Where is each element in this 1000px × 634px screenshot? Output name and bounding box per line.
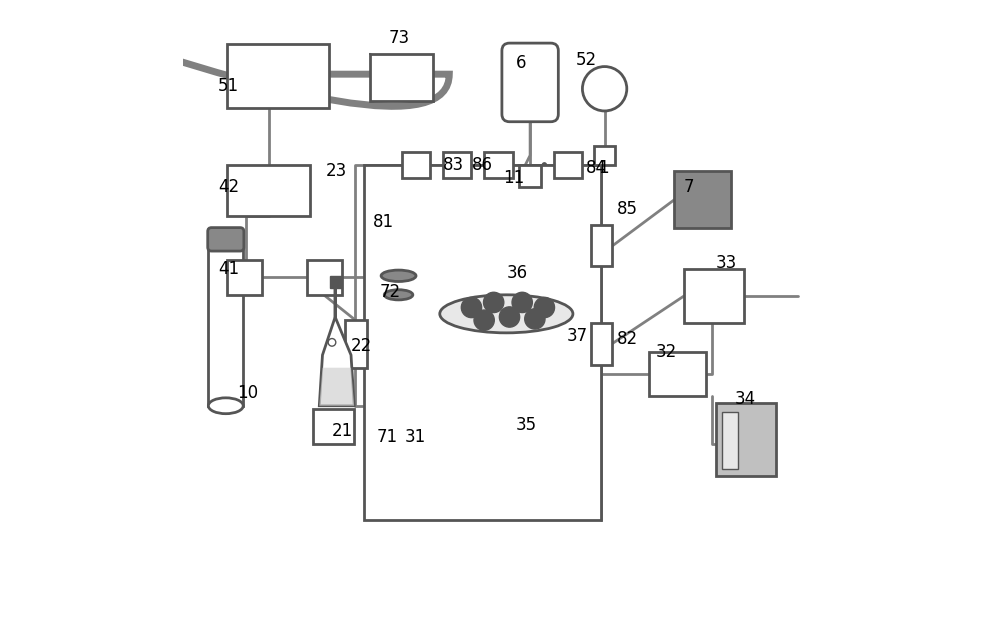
Text: 36: 36	[506, 264, 527, 281]
Text: 82: 82	[617, 330, 638, 348]
Text: 22: 22	[351, 337, 372, 354]
FancyBboxPatch shape	[402, 152, 430, 178]
Circle shape	[582, 67, 627, 111]
Circle shape	[525, 309, 545, 329]
Text: 7: 7	[684, 178, 694, 196]
Text: 83: 83	[443, 156, 464, 174]
Text: 71: 71	[376, 429, 397, 446]
Text: 33: 33	[716, 254, 737, 272]
Ellipse shape	[440, 295, 573, 333]
FancyBboxPatch shape	[484, 152, 513, 178]
FancyBboxPatch shape	[227, 44, 329, 108]
FancyBboxPatch shape	[370, 54, 433, 101]
FancyBboxPatch shape	[674, 171, 731, 228]
FancyBboxPatch shape	[443, 152, 471, 178]
FancyBboxPatch shape	[519, 165, 541, 187]
Circle shape	[512, 292, 532, 313]
Bar	[208, 247, 243, 406]
Text: 11: 11	[503, 169, 524, 186]
FancyBboxPatch shape	[313, 409, 354, 444]
FancyBboxPatch shape	[684, 269, 744, 323]
Text: 72: 72	[380, 283, 401, 301]
Circle shape	[474, 310, 494, 330]
FancyBboxPatch shape	[554, 152, 582, 178]
Circle shape	[534, 297, 555, 318]
Text: 23: 23	[326, 162, 347, 180]
FancyBboxPatch shape	[722, 412, 738, 469]
FancyBboxPatch shape	[364, 165, 601, 520]
Text: 37: 37	[567, 327, 588, 345]
Polygon shape	[319, 368, 354, 406]
Text: 1: 1	[598, 159, 609, 177]
Text: 81: 81	[373, 213, 394, 231]
FancyBboxPatch shape	[502, 43, 558, 122]
Circle shape	[461, 297, 482, 318]
Bar	[330, 276, 341, 288]
Ellipse shape	[384, 290, 413, 300]
Text: 35: 35	[516, 416, 537, 434]
FancyBboxPatch shape	[208, 228, 244, 251]
Text: 6: 6	[516, 55, 526, 72]
Text: 51: 51	[218, 77, 239, 94]
Ellipse shape	[381, 270, 416, 281]
Circle shape	[484, 292, 504, 313]
Circle shape	[499, 307, 520, 327]
Text: 86: 86	[471, 156, 492, 174]
FancyBboxPatch shape	[307, 260, 342, 295]
Ellipse shape	[440, 307, 573, 371]
Text: 21: 21	[332, 422, 353, 440]
Text: 42: 42	[218, 178, 239, 196]
Text: 32: 32	[655, 343, 677, 361]
Text: 52: 52	[576, 51, 597, 69]
FancyBboxPatch shape	[649, 352, 706, 396]
Text: 73: 73	[389, 29, 410, 47]
Text: 85: 85	[617, 200, 638, 218]
FancyBboxPatch shape	[345, 320, 367, 368]
FancyBboxPatch shape	[591, 323, 612, 365]
FancyBboxPatch shape	[227, 165, 310, 216]
Text: 31: 31	[405, 429, 426, 446]
Text: 34: 34	[735, 391, 756, 408]
FancyBboxPatch shape	[591, 225, 612, 266]
Text: 10: 10	[237, 384, 258, 402]
Text: 84: 84	[586, 159, 607, 177]
Ellipse shape	[208, 398, 243, 414]
FancyBboxPatch shape	[594, 146, 615, 165]
Polygon shape	[319, 285, 354, 406]
Text: 41: 41	[218, 261, 239, 278]
FancyBboxPatch shape	[716, 403, 776, 476]
FancyBboxPatch shape	[227, 260, 262, 295]
